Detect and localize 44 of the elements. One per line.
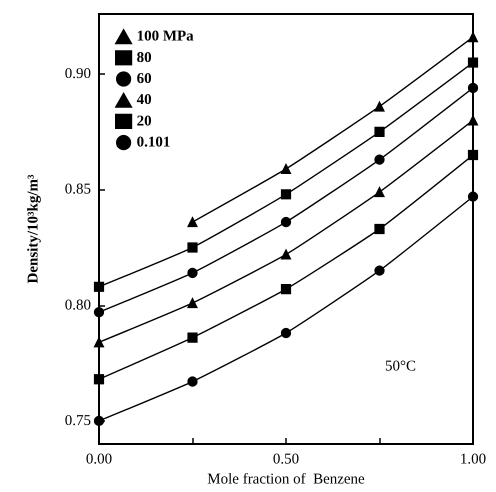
point [280,284,292,294]
point [187,376,198,387]
point [94,374,104,384]
legend-label: 0.101 [136,134,170,151]
legend-label: 60 [136,71,152,87]
point [374,126,385,138]
point [187,242,198,253]
point [187,216,198,228]
point [374,101,385,112]
point [374,186,385,198]
x-axis-title: Mole fraction of Benzene [207,471,366,488]
x-tick-label: 0.00 [86,452,112,468]
point [468,57,478,68]
point [94,307,104,318]
point [187,298,198,308]
y-tick-label: 0.80 [64,297,91,314]
point [187,332,198,343]
point [280,164,292,174]
point [374,266,385,276]
point [280,189,292,200]
x-tick-label: 0.50 [272,452,300,468]
point [468,115,478,126]
annotation: 50°C [384,358,416,374]
legend-label: 80 [136,50,152,66]
y-tick-label: 0.75 [64,412,91,429]
point [468,32,478,42]
point [468,192,478,202]
point [280,216,292,228]
point [468,82,478,94]
point [94,337,104,348]
point [187,268,198,278]
y-axis-title: Density/10³kg/m³ [26,174,42,284]
legend-label: 100 MPa [136,28,194,45]
y-tick-label: 0.90 [64,66,91,82]
y-tick-label: 0.85 [64,182,91,198]
point [374,154,385,165]
point [94,282,104,292]
point [280,328,292,338]
legend-label: 20 [136,113,152,130]
point [374,224,385,234]
point [468,150,478,160]
point [280,249,292,260]
x-tick-label: 1.00 [460,452,486,468]
legend-label: 40 [136,92,152,108]
